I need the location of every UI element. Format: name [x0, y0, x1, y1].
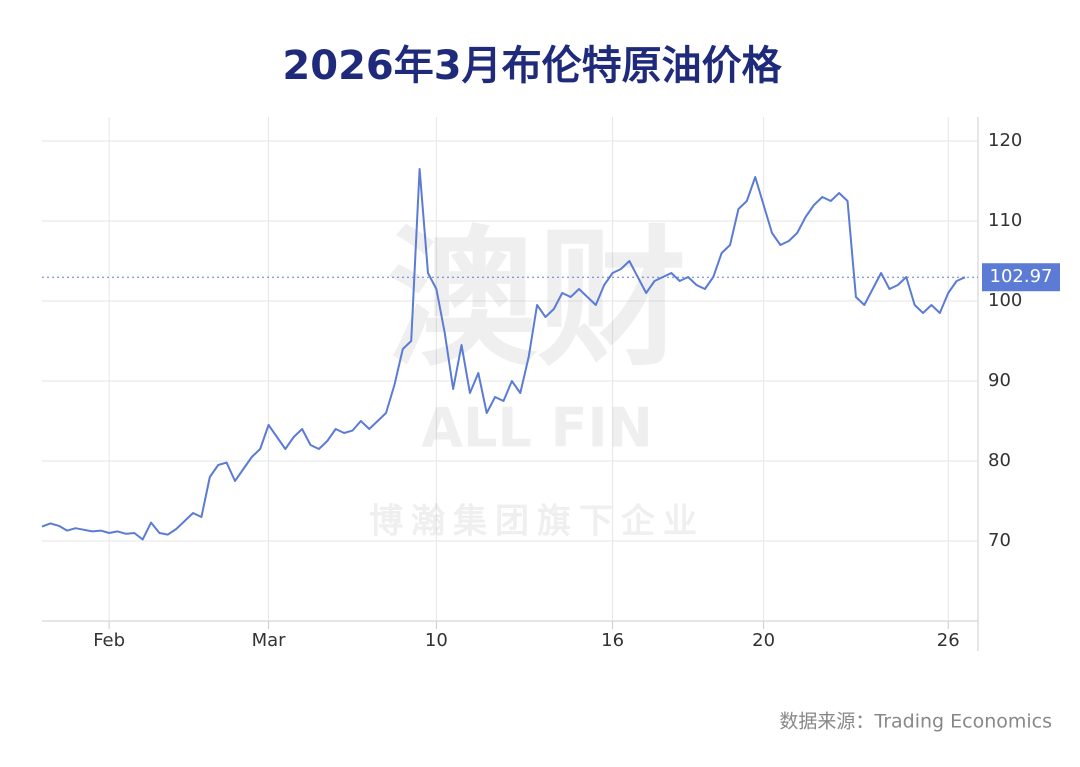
source-note: 数据来源：Trading Economics — [779, 711, 1052, 733]
plot-area — [42, 117, 979, 651]
y-tick-label: 90 — [988, 370, 1011, 391]
y-tick-label: 80 — [988, 450, 1011, 471]
x-tick-label: Mar — [252, 630, 287, 651]
x-tick-label: 10 — [425, 630, 448, 651]
watermark-tagline: 博瀚集团旗下企业 — [369, 502, 705, 542]
x-tick-label: 16 — [601, 630, 624, 651]
last-value-box — [982, 263, 1060, 292]
watermark: 澳财 ALL FIN 博瀚集团旗下企业 — [369, 213, 705, 542]
x-tick-label: 20 — [752, 630, 775, 651]
y-tick-label: 110 — [988, 210, 1022, 231]
x-tick-label: 26 — [937, 630, 960, 651]
y-tick-label: 100 — [988, 290, 1022, 311]
y-tick-label: 70 — [988, 530, 1011, 551]
watermark-brand: ALL FIN — [421, 397, 653, 460]
chart-title: 2026年3月布伦特原油价格 — [282, 43, 782, 89]
x-tick-label: Feb — [93, 630, 125, 651]
watermark-logo: 澳财 — [387, 213, 687, 387]
last-value-label: 102.97 — [990, 266, 1053, 287]
price-line — [41, 168, 966, 541]
y-tick-label: 120 — [988, 130, 1022, 151]
